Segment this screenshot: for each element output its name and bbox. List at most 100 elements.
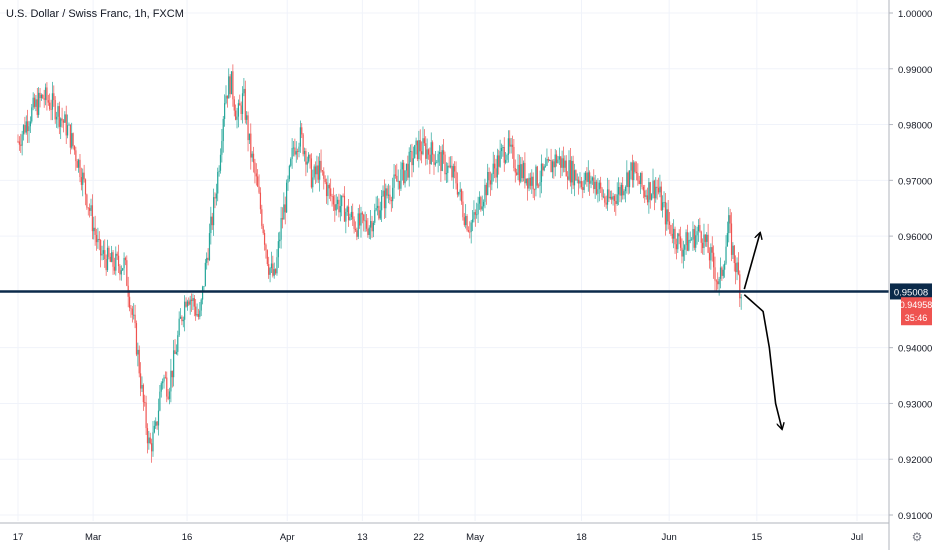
candle-body (389, 194, 391, 200)
candle-body (128, 296, 131, 308)
candle-body (117, 255, 120, 267)
candle-body (188, 301, 190, 305)
candle-body (210, 216, 212, 234)
candle-body (401, 162, 403, 170)
candle-body (628, 170, 631, 188)
candle-body (470, 222, 472, 232)
candle-body (601, 188, 603, 197)
candle-body (283, 204, 285, 220)
candle-body (204, 262, 206, 287)
candle-body (555, 154, 558, 163)
candle-body (466, 216, 468, 231)
candle-body (354, 228, 357, 231)
candle-body (50, 109, 52, 110)
candle-body (584, 172, 587, 181)
candle-body (54, 100, 56, 120)
candle-body (294, 147, 296, 155)
candle-body (57, 106, 59, 117)
candle-body (495, 168, 497, 178)
candle-body (160, 383, 162, 392)
candle-body (36, 99, 38, 115)
x-tick-label: 18 (576, 532, 587, 543)
candle-body (678, 233, 680, 237)
candle-body (471, 219, 474, 223)
candle-body (489, 180, 492, 185)
x-tick-label: 13 (357, 532, 368, 543)
candle-body (251, 153, 253, 158)
candle-body (378, 205, 380, 219)
candle-body (208, 233, 211, 261)
candle-body (649, 182, 651, 200)
candle-body (239, 103, 241, 106)
candle-body (265, 244, 267, 251)
candle-body (668, 221, 671, 225)
candle-body (721, 267, 723, 276)
candle-body (28, 126, 30, 132)
candle-body (729, 215, 731, 224)
candle-body (185, 301, 187, 307)
candle-body (197, 314, 200, 317)
candle-body (648, 182, 650, 203)
candle-body (363, 214, 365, 221)
price-axis[interactable]: 1.00000 0.99000 0.98000 0.97000 0.96000 0.940… (888, 0, 932, 550)
candle-body (123, 257, 125, 269)
candle-body (261, 209, 263, 226)
candle-body (130, 307, 132, 309)
chart-title: U.S. Dollar / Swiss Franc, 1h, FXCM (6, 8, 184, 20)
candle-body (494, 163, 496, 169)
candle-body (675, 244, 678, 250)
candle-body (259, 192, 262, 210)
time-axis[interactable]: 17 Mar 16 Apr 13 22 May 18 Jun 15 Jul (0, 522, 889, 543)
candle-body (645, 195, 647, 197)
candle-body (503, 146, 505, 163)
candle-body (558, 156, 560, 160)
candle-body (217, 171, 219, 194)
candle-body (49, 102, 51, 110)
candle-body (286, 182, 288, 213)
candle-body (330, 188, 332, 197)
candle-body (507, 138, 509, 156)
candle-body (652, 180, 654, 195)
y-tick-label: 0.92000 (898, 455, 932, 466)
candle-body (24, 125, 26, 133)
candle-body (427, 149, 430, 155)
candle-body (101, 253, 103, 256)
candle-body (201, 286, 204, 300)
candle-body (280, 217, 282, 240)
candle-body (482, 201, 485, 207)
candle-body (27, 121, 29, 132)
candle-body (673, 228, 675, 239)
candle-body (615, 201, 617, 204)
candle-body (690, 239, 693, 241)
candle-body (666, 209, 668, 225)
candle-body (263, 232, 266, 245)
candle-body (620, 184, 622, 196)
candle-body (719, 267, 722, 279)
horizontal-line[interactable]: 0.95008 0.94958 35:46 (0, 283, 932, 326)
candle-body (155, 421, 157, 426)
annotation-arrow-down (743, 294, 782, 429)
candle-body (18, 141, 20, 145)
candle-body (139, 373, 142, 389)
candle-body (168, 391, 171, 399)
candle-body (62, 120, 65, 123)
candle-body (458, 191, 460, 195)
candle-body (371, 221, 373, 232)
candle-body (485, 184, 487, 196)
candle-body (542, 163, 544, 171)
candle-body (159, 391, 161, 411)
candle-body (440, 152, 442, 171)
candle-body (144, 402, 146, 403)
candle-body (352, 211, 354, 220)
candle-body (452, 166, 454, 178)
gear-icon[interactable]: ⚙ (911, 530, 923, 544)
candle-body (332, 196, 335, 205)
candle-body (383, 190, 386, 209)
candle-body (404, 170, 406, 184)
candle-body (500, 147, 503, 152)
candle-body (557, 159, 559, 163)
candle-body (722, 269, 724, 276)
candle-body (324, 178, 326, 183)
y-tick-label: 0.93000 (898, 399, 932, 410)
